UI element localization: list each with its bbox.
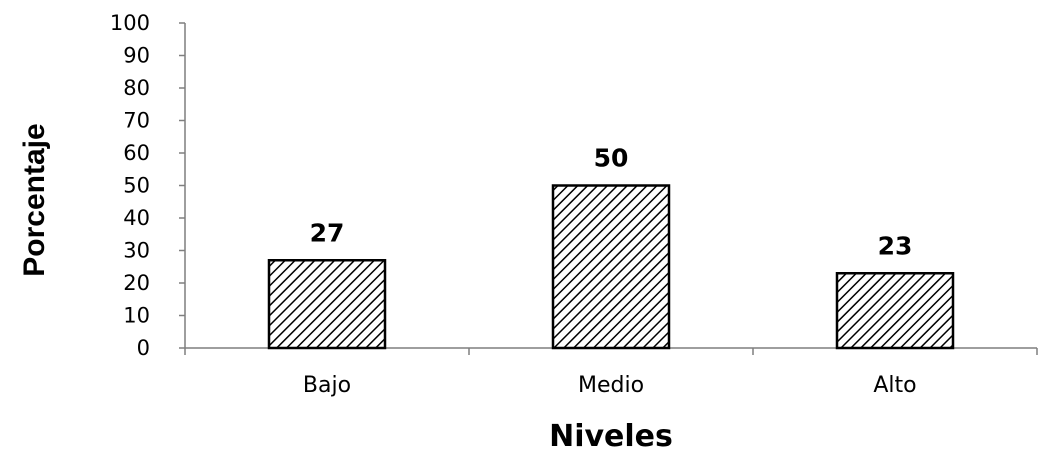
bars xyxy=(267,184,955,350)
bar-medio xyxy=(551,184,671,350)
y-tick-label: 0 xyxy=(137,336,150,360)
y-tick-label: 50 xyxy=(123,174,150,198)
bar-alto xyxy=(835,272,955,350)
y-tick-label: 20 xyxy=(123,271,150,295)
x-axis-title: Niveles xyxy=(549,419,673,451)
data-labels: 27 50 23 xyxy=(310,144,913,261)
y-tick-label: 100 xyxy=(110,11,150,35)
data-label-bajo: 27 xyxy=(310,218,345,247)
data-label-medio: 50 xyxy=(594,144,629,173)
x-tick-label-bajo: Bajo xyxy=(303,373,351,398)
y-tick-label: 70 xyxy=(123,109,150,133)
y-tick-label: 40 xyxy=(123,206,150,230)
y-tick-label: 90 xyxy=(123,44,150,68)
data-label-alto: 23 xyxy=(878,231,913,260)
y-tick-label: 60 xyxy=(123,141,150,165)
x-axis: Bajo Medio Alto xyxy=(184,347,1038,398)
x-tick-label-medio: Medio xyxy=(578,373,644,398)
y-axis: 0 10 20 30 40 50 60 70 80 90 100 xyxy=(110,11,186,360)
y-axis-title: Porcentaje xyxy=(18,123,51,276)
bar-bajo xyxy=(267,259,387,350)
y-tick-label: 80 xyxy=(123,76,150,100)
y-tick-label: 10 xyxy=(123,304,150,328)
x-tick-label-alto: Alto xyxy=(873,373,916,398)
y-tick-label: 30 xyxy=(123,239,150,263)
